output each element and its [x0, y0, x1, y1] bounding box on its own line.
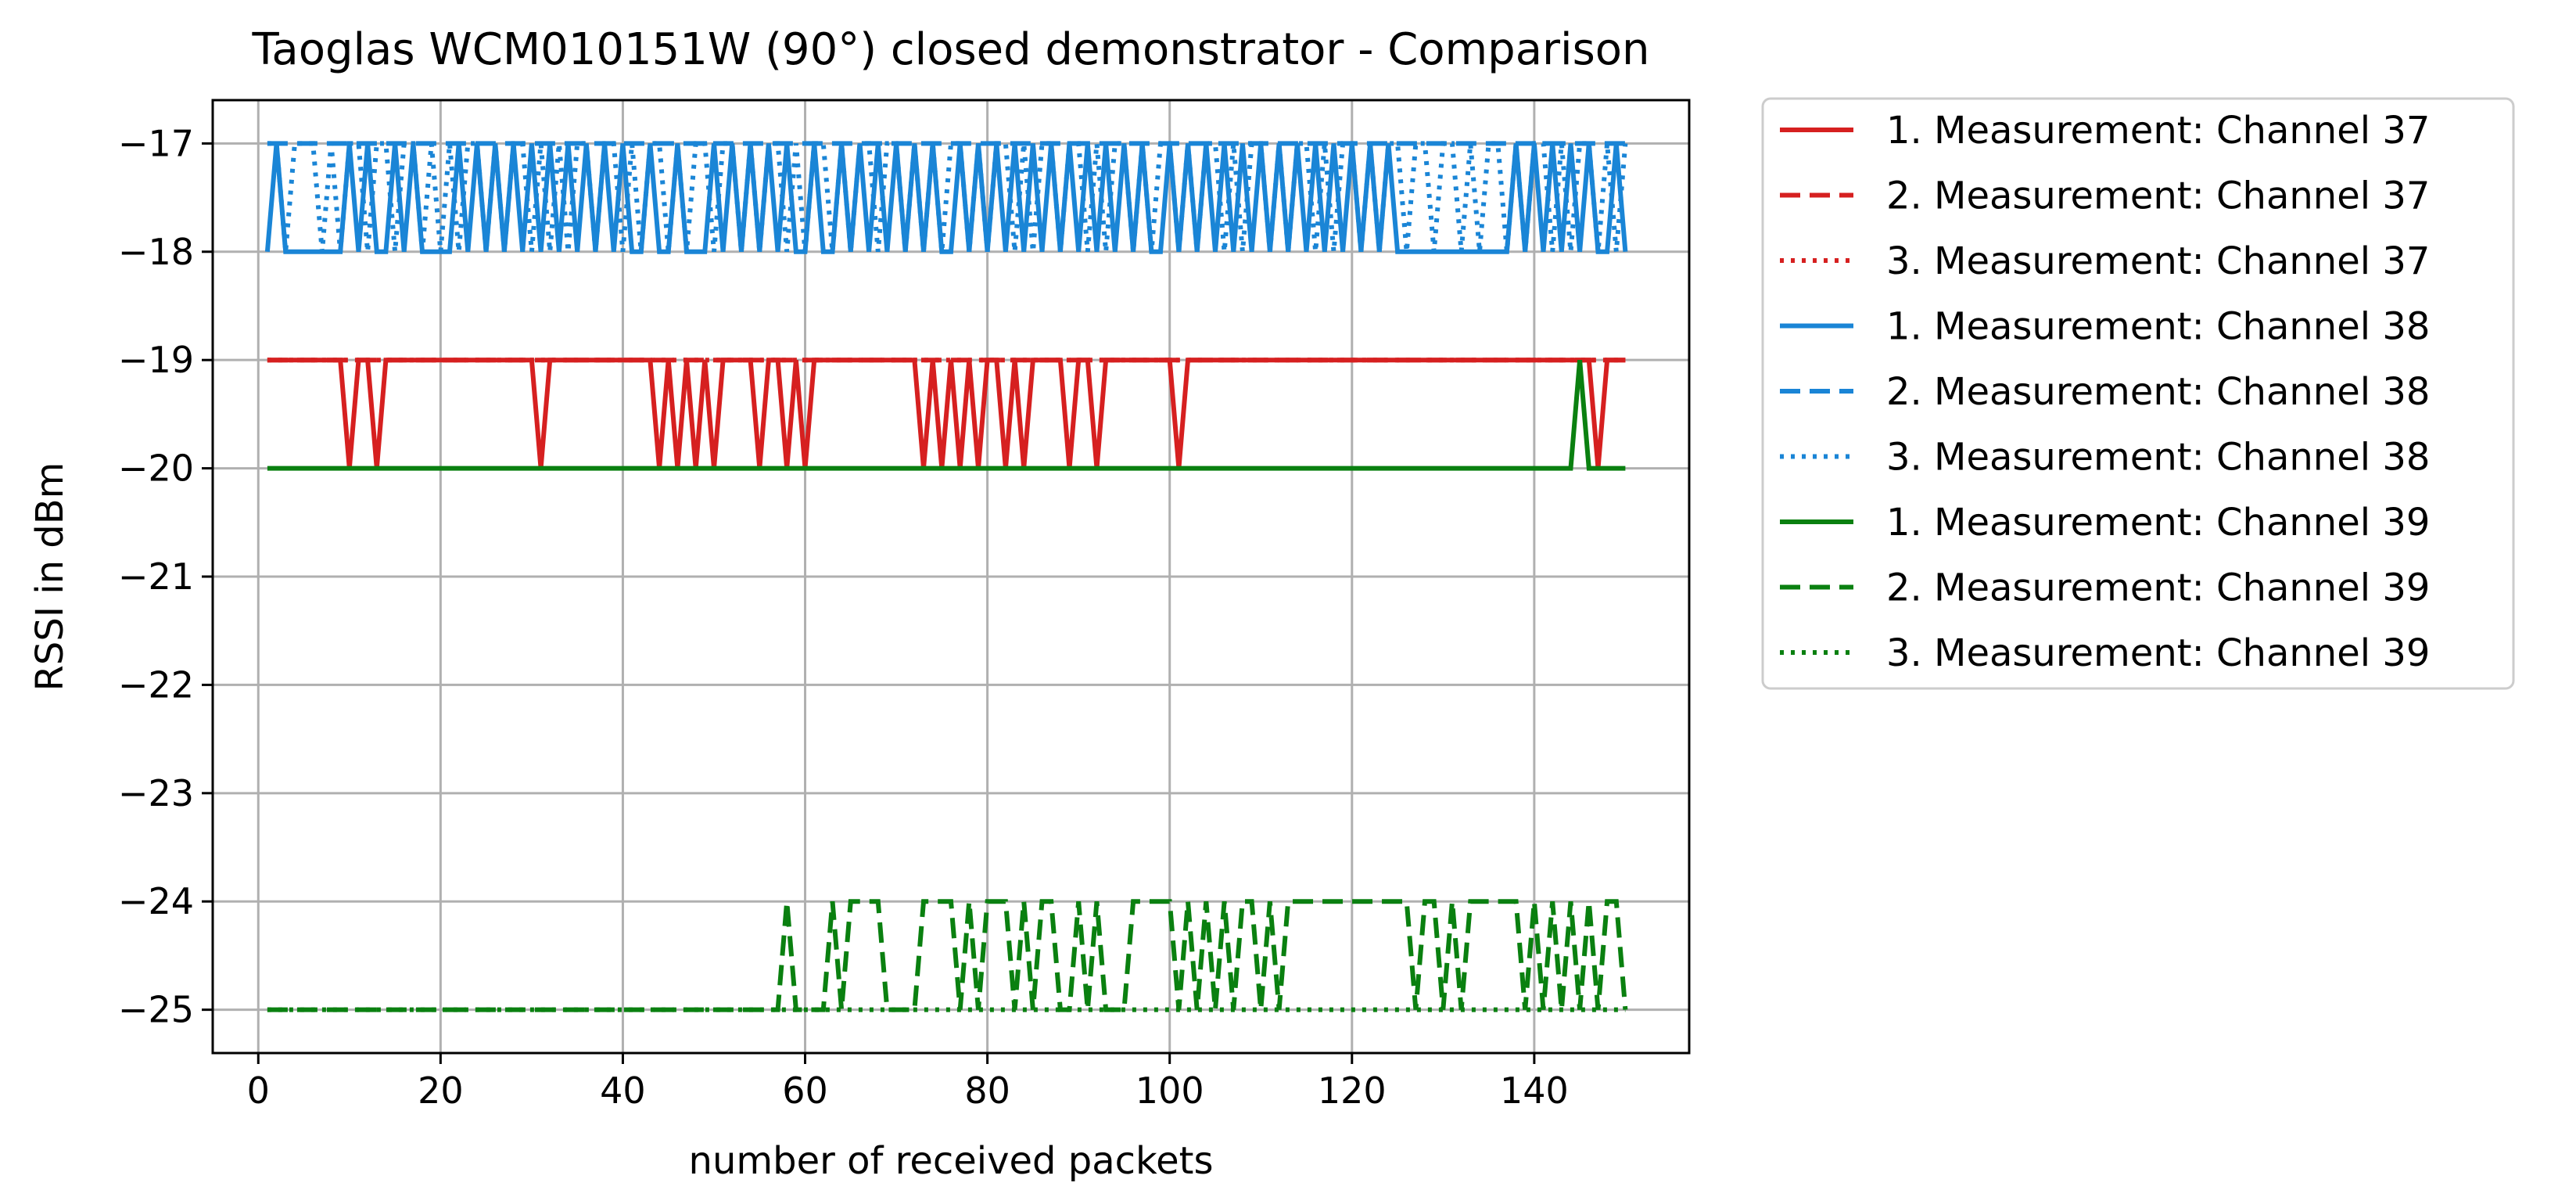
x-axis-label: number of received packets	[689, 1139, 1214, 1183]
legend-label-4: 1. Measurement: Channel 38	[1886, 305, 2430, 349]
x-tick-label: 140	[1500, 1069, 1569, 1112]
series-line-7	[267, 359, 1626, 471]
legend-label-1: 1. Measurement: Channel 37	[1886, 109, 2430, 153]
legend-label-6: 3. Measurement: Channel 38	[1886, 436, 2430, 480]
y-tick-label: −20	[118, 448, 194, 490]
legend-label-9: 3. Measurement: Channel 39	[1886, 631, 2430, 675]
chart-title: Taoglas WCM010151W (90°) closed demonstr…	[251, 24, 1649, 75]
y-tick-label: −23	[118, 772, 194, 814]
x-tick-label: 20	[418, 1069, 464, 1112]
y-tick-label: −25	[118, 989, 194, 1031]
y-tick-label: −17	[118, 122, 194, 164]
legend-label-7: 1. Measurement: Channel 39	[1886, 501, 2430, 545]
y-tick-label: −18	[118, 231, 194, 273]
x-tick-label: 120	[1318, 1069, 1387, 1112]
chart-legend: 1. Measurement: Channel 37 2. Measurement…	[1761, 97, 2515, 690]
series-lines	[264, 141, 1628, 1012]
legend-label-5: 2. Measurement: Channel 38	[1886, 370, 2430, 414]
series-line-8	[267, 899, 1628, 1012]
y-axis-ticks: −25 −24 −23 −22 −21 −20 −19 −18 −17	[118, 122, 213, 1031]
y-axis-label: RSSI in dBm	[28, 462, 72, 692]
y-tick-label: −22	[118, 663, 194, 706]
legend-label-2: 2. Measurement: Channel 37	[1886, 174, 2430, 218]
x-tick-label: 80	[964, 1069, 1010, 1112]
x-tick-label: 60	[782, 1069, 828, 1112]
y-tick-label: −24	[118, 880, 194, 922]
x-tick-label: 40	[600, 1069, 646, 1112]
y-tick-label: −21	[118, 555, 194, 598]
x-tick-label: 0	[247, 1069, 270, 1112]
series-line-4	[264, 143, 1628, 254]
x-tick-label: 100	[1136, 1069, 1204, 1112]
legend-frame	[1761, 97, 2515, 690]
legend-label-8: 2. Measurement: Channel 39	[1886, 566, 2430, 610]
x-axis-ticks: 0 20 40 60 80 100 120 140	[247, 1053, 1569, 1112]
y-tick-label: −19	[118, 339, 194, 381]
legend-label-3: 3. Measurement: Channel 37	[1886, 239, 2430, 283]
